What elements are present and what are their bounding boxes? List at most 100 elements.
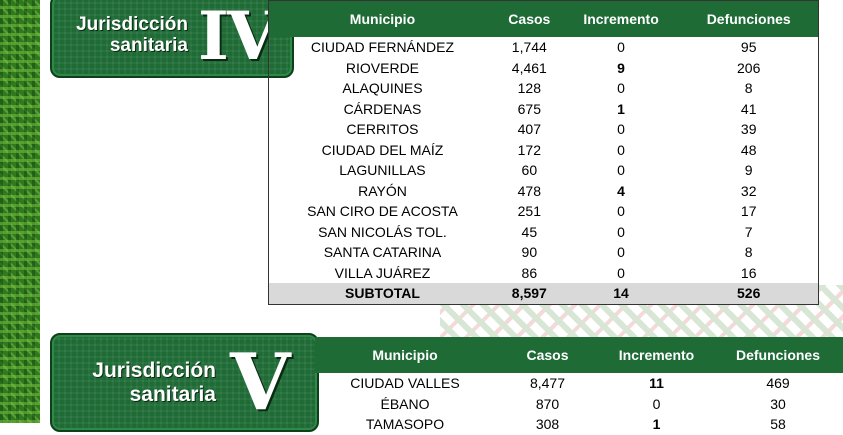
- cell-defunciones: 95: [740, 39, 757, 56]
- cell-municipio: RIOVERDE: [345, 59, 420, 76]
- header-casos: Casos: [495, 337, 600, 373]
- table-row: SAN NICOLÁS TOL. 45 0 7: [269, 222, 819, 243]
- table-header-row: Municipio Casos Incremento Defunciones: [268, 0, 819, 37]
- cell-defunciones: 7: [744, 223, 753, 240]
- table-header-row: Municipio Casos Incremento Defunciones: [315, 337, 843, 373]
- table-row: SAN CIRO DE ACOSTA 251 0 17: [269, 201, 819, 222]
- jurisdiction-iv-label-line1: Jurisdicción: [76, 14, 188, 36]
- cell-defunciones: 8: [744, 80, 753, 97]
- cell-incremento: 0: [652, 395, 661, 412]
- cell-defunciones: 39: [740, 121, 757, 138]
- subtotal-defunciones: 526: [679, 283, 819, 304]
- header-incremento: Incremento: [600, 337, 713, 373]
- cell-casos: 870: [535, 395, 560, 412]
- header-municipio: Municipio: [315, 337, 495, 373]
- table-row: VILLA JUÁREZ 86 0 16: [269, 263, 819, 284]
- jurisdiction-iv-label-line2: sanitaria: [109, 35, 188, 56]
- cell-incremento: 0: [617, 203, 625, 220]
- jurisdiction-iv-badge: Jurisdicción sanitaria IV: [50, 0, 294, 78]
- jurisdiction-iv-table: Municipio Casos Incremento Defunciones C…: [268, 0, 819, 305]
- jurisdiction-v-label: Jurisdicción sanitaria: [56, 359, 216, 405]
- table-row: CÁRDENAS 675 1 41: [269, 99, 819, 120]
- jurisdiction-v-label-line1: Jurisdicción: [92, 359, 216, 383]
- subtotal-incremento: 14: [562, 283, 680, 304]
- cell-incremento: 0: [617, 141, 625, 158]
- cell-municipio: LAGUNILLAS: [339, 162, 426, 179]
- cell-defunciones: 41: [740, 100, 757, 117]
- cell-municipio: ALAQUINES: [342, 80, 423, 97]
- cell-municipio: CERRITOS: [346, 121, 419, 138]
- cell-municipio: TAMASOPO: [365, 416, 445, 433]
- cell-casos: 128: [517, 80, 541, 97]
- subtotal-casos: 8,597: [495, 283, 563, 304]
- cell-defunciones: 30: [770, 395, 786, 412]
- cell-incremento: 0: [617, 80, 625, 97]
- table-row: TAMASOPO 308 1 58: [315, 414, 843, 435]
- cell-casos: 60: [521, 162, 538, 179]
- cell-municipio: ÉBANO: [380, 395, 430, 412]
- table-row: SANTA CATARINA 90 0 8: [269, 242, 819, 263]
- jurisdiction-v-label-line2: sanitaria: [129, 382, 216, 406]
- jurisdiction-v-badge: Jurisdicción sanitaria V: [50, 333, 319, 432]
- jurisdiction-iv-numeral: IV: [198, 0, 278, 75]
- subtotal-label: SUBTOTAL: [268, 283, 496, 304]
- cell-municipio: SAN CIRO DE ACOSTA: [307, 203, 458, 220]
- cell-municipio: VILLA JUÁREZ: [334, 264, 431, 281]
- table-row: ALAQUINES 128 0 8: [269, 78, 819, 99]
- decorative-pattern-strip: [0, 0, 40, 423]
- cell-casos: 675: [517, 100, 541, 117]
- header-casos: Casos: [495, 0, 563, 37]
- cell-casos: 90: [521, 244, 538, 261]
- cell-defunciones: 48: [740, 141, 757, 158]
- cell-municipio: CIUDAD DEL MAÍZ: [321, 141, 444, 158]
- header-municipio: Municipio: [268, 0, 496, 37]
- cell-incremento: 9: [617, 59, 625, 76]
- cell-incremento: 1: [652, 416, 661, 433]
- table-row: RIOVERDE 4,461 9 206: [269, 58, 819, 79]
- cell-incremento: 11: [649, 375, 664, 392]
- cell-defunciones: 9: [744, 162, 753, 179]
- table-row: CIUDAD FERNÁNDEZ 1,744 0 95: [269, 37, 819, 58]
- jurisdiction-v-numeral: V: [230, 337, 291, 428]
- table-row: CIUDAD DEL MAÍZ 172 0 48: [269, 140, 819, 161]
- subtotal-row: SUBTOTAL 8,597 14 526: [268, 283, 819, 304]
- jurisdiction-v-table: Municipio Casos Incremento Defunciones C…: [315, 337, 843, 435]
- jurisdiction-v-table-body: CIUDAD VALLES 8,477 11 469 ÉBANO 870 0 30 TAMASO…: [315, 373, 843, 435]
- cell-incremento: 0: [617, 244, 625, 261]
- cell-municipio: CIUDAD FERNÁNDEZ: [310, 39, 455, 56]
- jurisdiction-iv-label: Jurisdicción sanitaria: [56, 14, 188, 57]
- cell-defunciones: 16: [740, 264, 757, 281]
- cell-incremento: 1: [617, 100, 625, 117]
- table-row: CERRITOS 407 0 39: [269, 119, 819, 140]
- cell-casos: 172: [517, 141, 541, 158]
- cell-incremento: 4: [617, 182, 625, 199]
- cell-casos: 251: [517, 203, 541, 220]
- header-incremento: Incremento: [562, 0, 680, 37]
- jurisdiction-iv-table-body: CIUDAD FERNÁNDEZ 1,744 0 95 RIOVERDE 4,461 9 20…: [269, 37, 819, 283]
- cell-casos: 86: [521, 264, 538, 281]
- cell-municipio: SANTA CATARINA: [323, 244, 442, 261]
- cell-municipio: SAN NICOLÁS TOL.: [318, 223, 447, 240]
- cell-municipio: RAYÓN: [358, 182, 407, 199]
- cell-defunciones: 8: [744, 244, 753, 261]
- cell-defunciones: 58: [770, 416, 786, 433]
- cell-defunciones: 469: [766, 375, 790, 392]
- cell-casos: 308: [535, 416, 560, 433]
- cell-municipio: CIUDAD VALLES: [350, 375, 460, 392]
- cell-municipio: CÁRDENAS: [343, 100, 422, 117]
- cell-incremento: 0: [617, 264, 625, 281]
- table-row: RAYÓN 478 4 32: [269, 181, 819, 202]
- cell-casos: 8,477: [529, 375, 566, 392]
- cell-casos: 407: [517, 121, 541, 138]
- cell-defunciones: 206: [737, 59, 761, 76]
- cell-incremento: 0: [617, 39, 625, 56]
- cell-incremento: 0: [617, 121, 625, 138]
- header-defunciones: Defunciones: [713, 337, 843, 373]
- cell-incremento: 0: [617, 162, 625, 179]
- header-defunciones: Defunciones: [679, 0, 819, 37]
- table-row: ÉBANO 870 0 30: [315, 394, 843, 415]
- cell-defunciones: 17: [740, 203, 757, 220]
- cell-casos: 45: [521, 223, 538, 240]
- cell-defunciones: 32: [740, 182, 757, 199]
- table-row: CIUDAD VALLES 8,477 11 469: [315, 373, 843, 394]
